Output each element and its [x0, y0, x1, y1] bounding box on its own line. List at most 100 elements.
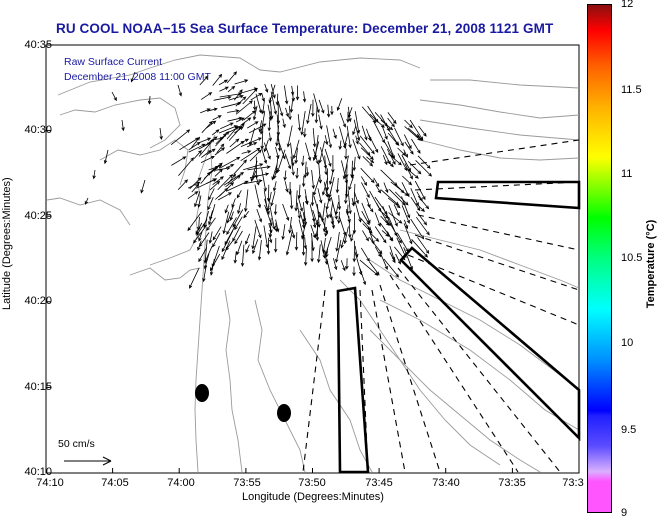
current-vector — [208, 188, 215, 201]
current-vector — [272, 181, 277, 192]
current-vector — [305, 142, 312, 162]
current-vector — [171, 156, 187, 166]
current-vector — [264, 83, 269, 93]
current-vector — [369, 232, 380, 242]
current-vector — [318, 140, 325, 164]
colorbar-title: Temperature (°C) — [645, 219, 657, 309]
current-vector — [232, 209, 244, 228]
current-vector — [206, 217, 216, 232]
current-vector — [355, 135, 359, 145]
current-vector — [404, 163, 413, 180]
current-vector — [237, 203, 241, 215]
x-tick-label: 74:05 — [101, 477, 129, 489]
current-vector — [243, 210, 250, 219]
current-vectors — [84, 71, 433, 289]
current-vector — [314, 224, 319, 238]
current-vector — [358, 142, 371, 156]
current-vector — [121, 119, 125, 132]
station-marker — [277, 404, 291, 422]
current-vector — [252, 239, 259, 255]
current-vector — [297, 184, 302, 199]
current-vector — [254, 184, 262, 209]
current-vector — [380, 215, 390, 226]
current-vector — [276, 149, 286, 174]
current-vector — [373, 177, 380, 188]
current-vector — [263, 142, 271, 160]
current-vector — [337, 195, 342, 211]
current-vector — [225, 164, 235, 169]
current-vector — [226, 140, 245, 154]
current-vector — [249, 149, 262, 162]
current-vector — [415, 216, 430, 236]
current-vector — [294, 232, 299, 251]
current-vector — [387, 112, 397, 125]
current-vector — [352, 240, 357, 263]
current-vector — [219, 86, 229, 92]
current-vector — [225, 239, 234, 251]
current-vector — [301, 155, 305, 167]
current-vector — [352, 156, 357, 172]
current-vector — [354, 111, 361, 135]
current-vector — [294, 147, 298, 165]
current-vector — [324, 148, 332, 167]
current-vector — [205, 136, 218, 146]
current-vector — [387, 153, 402, 166]
current-vector — [243, 179, 263, 185]
current-vector — [217, 174, 234, 191]
current-vector — [402, 175, 413, 186]
current-vector — [297, 196, 304, 212]
colorbar-tick-label: 10 — [621, 337, 634, 349]
current-vector — [335, 232, 340, 252]
current-vector — [229, 211, 234, 221]
current-vector — [361, 210, 370, 226]
current-vector — [289, 98, 294, 113]
colorbar-tick-label: 11.5 — [621, 84, 642, 96]
current-vector — [111, 91, 117, 102]
current-vector — [301, 233, 306, 256]
current-vector — [263, 225, 269, 249]
current-vector — [361, 182, 370, 199]
current-vector — [335, 239, 342, 263]
current-vector — [268, 232, 273, 244]
current-vector — [246, 121, 259, 129]
current-vector — [214, 168, 223, 177]
current-vector — [203, 162, 223, 179]
current-vector — [326, 104, 331, 118]
current-vector — [295, 85, 300, 101]
current-vector — [354, 245, 359, 258]
current-vector — [367, 225, 375, 245]
current-vector — [170, 129, 191, 146]
current-vector — [226, 71, 237, 84]
current-vector — [209, 253, 221, 272]
current-vector — [221, 101, 242, 109]
current-vector — [259, 111, 266, 135]
current-vector — [295, 167, 299, 180]
current-vector — [206, 148, 216, 156]
current-vector — [390, 223, 402, 244]
scale-label: 50 cm/s — [58, 438, 95, 450]
current-vector — [218, 79, 228, 86]
current-vector — [326, 125, 332, 149]
current-vector — [330, 196, 338, 220]
current-vector — [223, 171, 245, 186]
current-vector — [362, 230, 369, 242]
current-vector — [347, 190, 352, 215]
current-vector — [414, 180, 426, 201]
current-vector — [343, 226, 349, 245]
current-vector — [352, 139, 361, 160]
current-vector — [179, 137, 200, 151]
current-vector — [209, 210, 213, 221]
x-tick-label: 73:50 — [298, 477, 326, 489]
current-vector — [213, 95, 232, 101]
current-vector — [338, 140, 342, 151]
current-vector — [245, 233, 250, 245]
current-vector — [256, 208, 262, 223]
current-vector — [345, 258, 349, 270]
current-vector — [387, 231, 393, 242]
current-vector — [226, 125, 239, 140]
current-vector — [310, 191, 315, 207]
current-vector — [360, 176, 368, 186]
colorbar-tick-label: 12 — [621, 0, 634, 10]
current-vector — [380, 119, 394, 131]
current-vector — [277, 100, 284, 117]
